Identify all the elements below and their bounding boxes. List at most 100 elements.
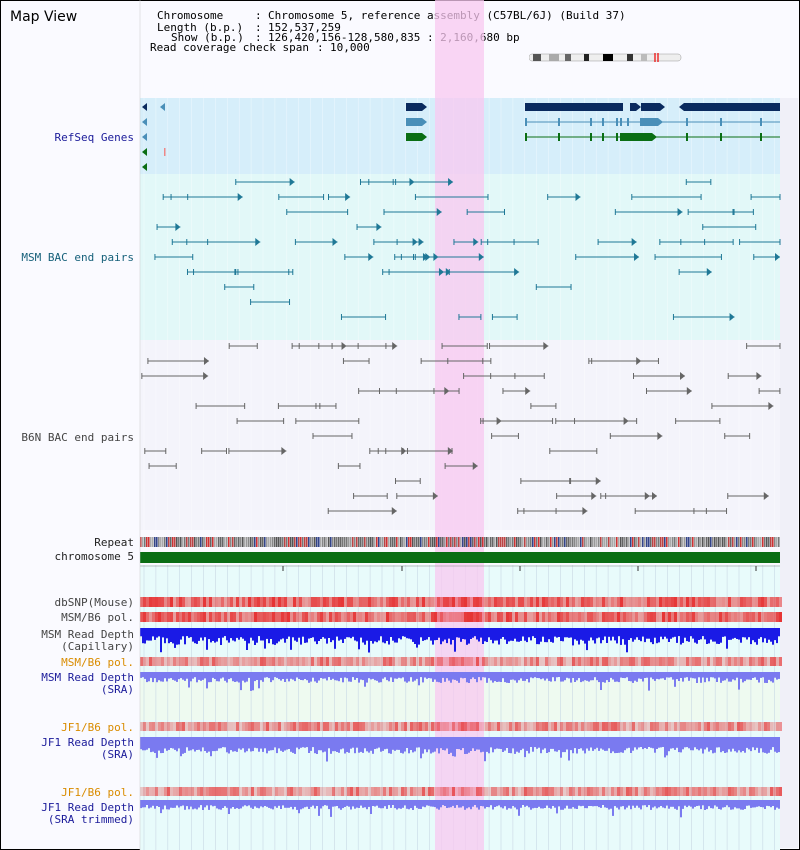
- bac-end-pair: [294, 238, 338, 246]
- track-label-repeat[interactable]: Repeat: [94, 536, 134, 549]
- depth-bar: [446, 672, 448, 679]
- heat-cell: [488, 597, 491, 607]
- heat-cell: [536, 597, 539, 607]
- depth-bar: [158, 800, 160, 807]
- chromosome-ideogram[interactable]: [529, 53, 682, 62]
- track-label-msm-depth-cap[interactable]: MSM Read Depth: [41, 628, 134, 641]
- heat-cell: [548, 787, 551, 796]
- heat-cell: [332, 787, 335, 796]
- depth-bar: [426, 800, 428, 806]
- heat-cell: [143, 597, 146, 607]
- heat-cell: [524, 722, 527, 731]
- depth-bar: [558, 800, 560, 807]
- depth-bar: [428, 672, 430, 678]
- heat-cell: [689, 657, 692, 666]
- heat-cell: [719, 787, 722, 796]
- depth-bar: [724, 800, 726, 808]
- depth-bar: [254, 737, 256, 748]
- depth-bar: [540, 800, 542, 809]
- chromosome-colon: :: [255, 9, 262, 22]
- bac-end-pair: [675, 418, 721, 424]
- track-label-msm-depth-sra[interactable]: MSM Read Depth: [41, 671, 134, 684]
- heat-cell: [620, 657, 623, 666]
- bac-end-pair: [685, 179, 712, 185]
- heat-cell: [275, 722, 278, 731]
- depth-bar: [188, 672, 190, 688]
- heat-cell: [650, 787, 653, 796]
- depth-bar: [582, 672, 584, 682]
- depth-bar: [176, 800, 178, 806]
- depth-bar: [520, 800, 522, 808]
- heat-cell: [671, 657, 674, 666]
- bac-end-pair: [394, 478, 421, 484]
- track-label-msm-bac[interactable]: MSM BAC end pairs: [21, 251, 134, 264]
- heat-cell: [353, 597, 356, 607]
- heat-cell: [287, 787, 290, 796]
- depth-bar: [222, 672, 224, 678]
- heat-cell: [686, 657, 689, 666]
- depth-bar: [560, 672, 562, 682]
- depth-bar: [444, 628, 446, 640]
- heat-cell: [272, 597, 275, 607]
- depth-bar: [326, 628, 328, 644]
- heat-cell: [659, 787, 662, 796]
- depth-bar: [528, 672, 530, 683]
- depth-bar: [174, 628, 176, 648]
- depth-bar: [280, 800, 282, 809]
- heat-cell: [608, 612, 611, 622]
- depth-bar: [314, 628, 316, 642]
- depth-bar: [266, 628, 268, 639]
- track-label-refseq[interactable]: RefSeq Genes: [54, 131, 134, 144]
- depth-bar: [326, 672, 328, 681]
- depth-bar: [240, 800, 242, 809]
- heat-cell: [158, 612, 161, 622]
- heat-cell: [746, 597, 749, 607]
- depth-bar: [744, 672, 746, 682]
- depth-bar: [386, 800, 388, 809]
- heat-cell: [320, 787, 323, 796]
- depth-bar: [460, 737, 462, 751]
- depth-bar: [734, 737, 736, 752]
- heat-cell: [431, 657, 434, 666]
- heat-cell: [380, 657, 383, 666]
- depth-bar: [560, 628, 562, 641]
- track-label-chromosome[interactable]: chromosome 5: [54, 550, 134, 563]
- heat-cell: [212, 597, 215, 607]
- depth-bar: [218, 800, 220, 810]
- depth-bar: [768, 737, 770, 753]
- heat-cell: [197, 787, 200, 796]
- track-label-msm-pol-1[interactable]: MSM/B6 pol.: [61, 611, 134, 624]
- depth-bar: [496, 672, 498, 682]
- heat-cell: [290, 612, 293, 622]
- track-label-jf1-pol-2[interactable]: JF1/B6 pol.: [61, 786, 134, 799]
- track-label-jf1-depth-trim[interactable]: JF1 Read Depth: [41, 801, 134, 814]
- heat-cell: [692, 612, 695, 622]
- heat-cell: [563, 787, 566, 796]
- track-label-msm-pol-2[interactable]: MSM/B6 pol.: [61, 656, 134, 669]
- depth-bar: [362, 800, 364, 808]
- depth-bar: [532, 628, 534, 637]
- depth-bar: [668, 800, 670, 809]
- depth-bar: [348, 628, 350, 638]
- heat-cell: [614, 597, 617, 607]
- heat-cell: [437, 612, 440, 622]
- track-label-jf1-pol-1[interactable]: JF1/B6 pol.: [61, 721, 134, 734]
- depth-bar: [720, 737, 722, 753]
- heat-cell: [218, 787, 221, 796]
- heat-cell: [314, 597, 317, 607]
- heat-cell: [482, 722, 485, 731]
- heat-cell: [758, 787, 761, 796]
- depth-bar: [716, 800, 718, 807]
- track-label-b6n-bac[interactable]: B6N BAC end pairs: [21, 431, 134, 444]
- heat-cell: [491, 722, 494, 731]
- heat-cell: [326, 657, 329, 666]
- heat-cell: [371, 657, 374, 666]
- depth-bar: [474, 800, 476, 805]
- track-label-dbsnp[interactable]: dbSNP(Mouse): [54, 596, 134, 609]
- heat-cell: [236, 657, 239, 666]
- track-label-jf1-depth-sra[interactable]: JF1 Read Depth: [41, 736, 134, 749]
- depth-bar: [140, 628, 142, 637]
- depth-bar: [144, 672, 146, 679]
- depth-bar: [452, 672, 454, 680]
